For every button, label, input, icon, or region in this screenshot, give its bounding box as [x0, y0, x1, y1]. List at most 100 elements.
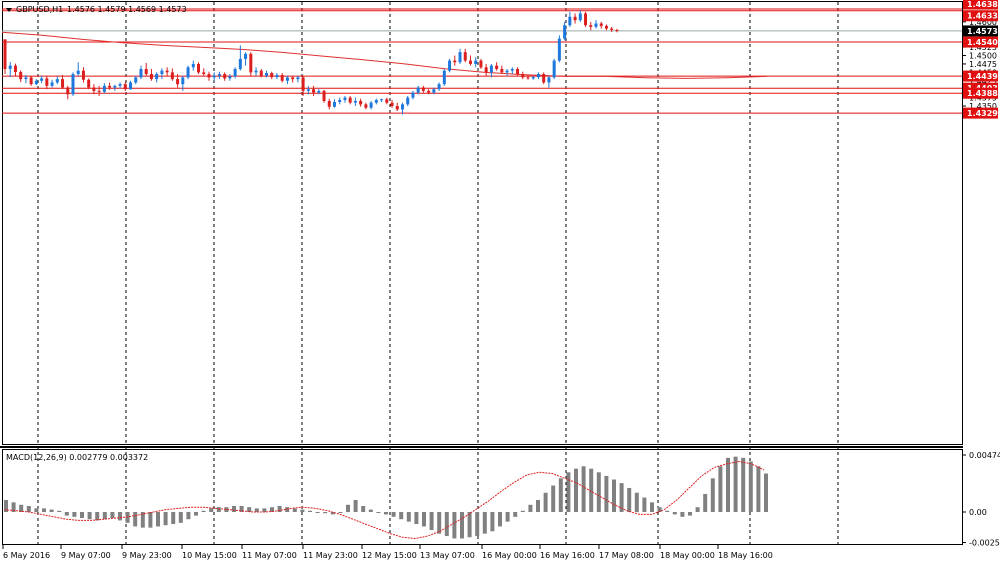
- macd-histogram-bar: [148, 512, 153, 528]
- macd-indicator: [3, 456, 768, 540]
- candle-body: [542, 74, 546, 83]
- macd-histogram-bar: [604, 475, 609, 512]
- candle-body: [380, 99, 384, 101]
- candle-body: [374, 99, 378, 103]
- macd-pane: [2, 449, 963, 545]
- candle-body: [228, 76, 232, 79]
- grid-lines: [37, 2, 839, 544]
- macd-histogram-bar: [95, 512, 100, 521]
- candle-body: [139, 68, 143, 78]
- candle-body: [259, 70, 263, 76]
- candle-body: [400, 104, 404, 110]
- macd-histogram-bar: [482, 512, 487, 534]
- macd-histogram-bar: [475, 512, 480, 537]
- macd-histogram-bar: [34, 508, 39, 512]
- candle-body: [317, 90, 321, 93]
- time-tick-label: 16 May 16:00: [540, 551, 595, 560]
- candle-body: [113, 85, 117, 88]
- macd-histogram-bar: [384, 512, 388, 515]
- level-price-tag: [963, 70, 998, 82]
- macd-histogram-bar: [703, 493, 708, 512]
- candle-body: [536, 74, 540, 78]
- macd-histogram-bar: [262, 508, 267, 512]
- time-tick-label: 12 May 15:00: [362, 551, 417, 560]
- macd-histogram-bar: [422, 512, 426, 527]
- candle-body: [76, 70, 80, 75]
- candle-body: [134, 77, 138, 83]
- macd-histogram-bar: [224, 507, 229, 512]
- candle-body: [212, 75, 216, 78]
- candle-body: [510, 68, 514, 71]
- macd-histogram-bar: [619, 483, 624, 512]
- macd-histogram-bar: [4, 499, 8, 512]
- candle-body: [458, 52, 462, 63]
- symbol-menu-arrow-icon[interactable]: [6, 8, 12, 12]
- candle-body: [244, 53, 248, 59]
- macd-histogram-bar: [338, 512, 343, 513]
- candle-body: [165, 70, 169, 73]
- candle-body: [332, 101, 336, 107]
- macd-histogram-bar: [399, 512, 404, 520]
- candle-body: [275, 75, 279, 78]
- candle-body: [197, 63, 201, 73]
- candle-body: [40, 78, 44, 81]
- candle-body: [327, 100, 331, 107]
- macd-histogram-bar: [627, 487, 632, 512]
- price-pane: [2, 1, 963, 445]
- candle-body: [71, 74, 75, 95]
- macd-histogram-bar: [254, 508, 259, 512]
- candle-body: [584, 13, 588, 26]
- level-price-tag: [963, 10, 998, 22]
- macd-histogram-bar: [444, 512, 449, 537]
- macd-histogram-bar: [688, 512, 692, 516]
- macd-histogram-bar: [49, 509, 54, 512]
- candle-body: [50, 82, 54, 86]
- candle-body: [489, 65, 493, 73]
- macd-histogram-bar: [102, 512, 107, 520]
- candle-body: [453, 60, 457, 63]
- macd-histogram-bar: [270, 507, 274, 512]
- candle-body: [521, 74, 525, 78]
- macd-histogram-bar: [277, 505, 282, 512]
- candle-body: [437, 84, 441, 90]
- candle-body: [479, 60, 483, 68]
- time-tick-label: 11 May 07:00: [242, 551, 297, 560]
- candle-body: [557, 38, 561, 61]
- macd-histogram-bar: [634, 492, 639, 512]
- candle-body: [202, 72, 206, 75]
- candle-body: [144, 68, 148, 75]
- candle-body: [411, 92, 415, 98]
- macd-histogram-bar: [110, 512, 115, 519]
- time-tick-label: 17 May 08:00: [599, 551, 654, 560]
- candle-body: [615, 29, 619, 31]
- candle-body: [191, 63, 195, 68]
- candle-body: [55, 79, 59, 83]
- candle-body: [102, 85, 106, 92]
- macd-histogram-bar: [11, 502, 16, 512]
- candle-body: [474, 60, 478, 64]
- macd-histogram-bar: [513, 512, 518, 517]
- candle-body: [348, 97, 352, 103]
- candle-body: [87, 79, 91, 88]
- candles: [3, 10, 619, 115]
- candle-body: [385, 99, 389, 103]
- candle-body: [118, 84, 122, 86]
- macd-histogram-bar: [300, 509, 305, 512]
- horizontal-levels[interactable]: [2, 8, 962, 114]
- candle-body: [181, 77, 185, 85]
- candle-body: [427, 90, 431, 93]
- macd-label: MACD(12,26,9) 0.002779 0.003372: [6, 453, 148, 462]
- candle-body: [238, 58, 242, 69]
- candle-body: [207, 74, 211, 78]
- candle-body: [312, 89, 316, 93]
- candle-body: [254, 70, 258, 73]
- symbol-label[interactable]: GBPUSD,H1: [16, 5, 63, 14]
- candle-body: [176, 79, 180, 85]
- current-price-label: 1.4573: [967, 27, 998, 36]
- time-tick-label: 13 May 07:00: [420, 551, 475, 560]
- macd-histogram-bar: [543, 492, 548, 512]
- candle-body: [343, 97, 347, 100]
- candle-body: [249, 53, 253, 73]
- price-tick-label: 1.4500: [969, 52, 997, 61]
